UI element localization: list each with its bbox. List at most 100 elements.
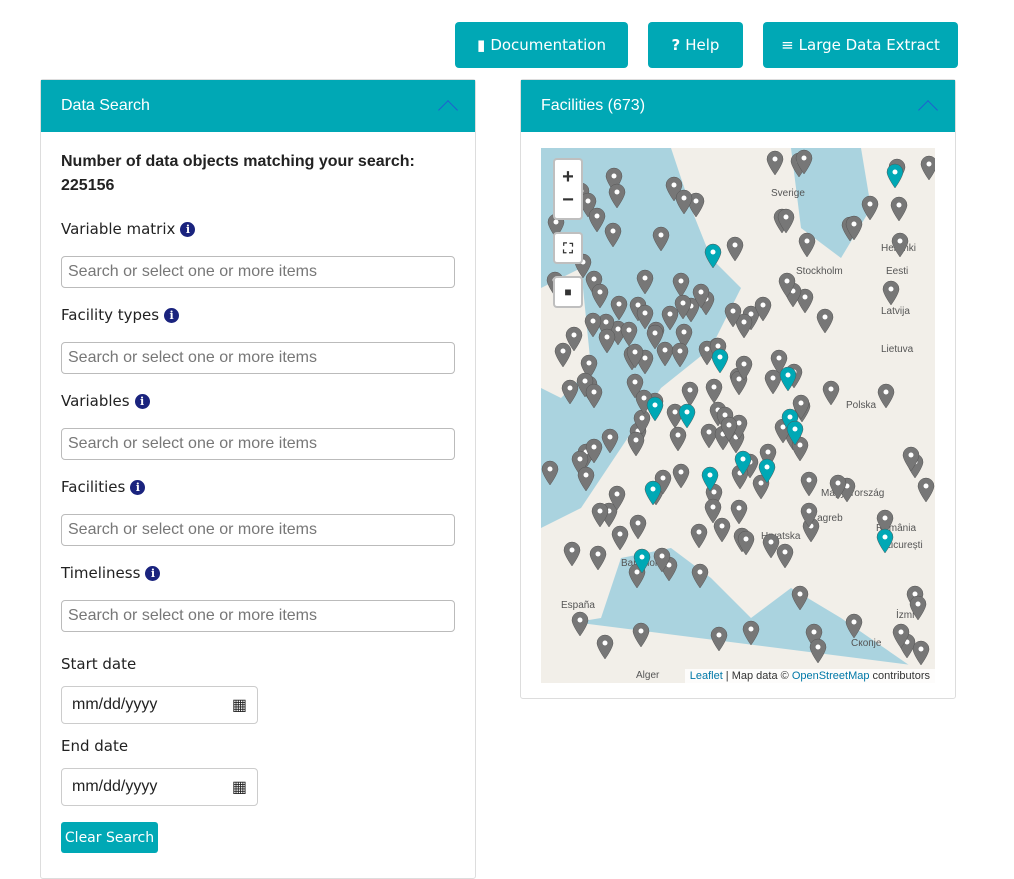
facility-marker[interactable] bbox=[661, 305, 679, 331]
facility-marker[interactable] bbox=[627, 431, 645, 457]
facility-marker[interactable] bbox=[601, 428, 619, 454]
facility-marker[interactable] bbox=[724, 302, 742, 328]
facility-marker[interactable] bbox=[822, 380, 840, 406]
facility-marker-selected[interactable] bbox=[734, 450, 752, 476]
facility-marker[interactable] bbox=[672, 272, 690, 298]
chevron-up-icon[interactable] bbox=[918, 100, 938, 120]
facility-marker[interactable] bbox=[764, 369, 782, 395]
facility-marker[interactable] bbox=[800, 502, 818, 528]
filter-input[interactable]: Search or select one or more items bbox=[61, 256, 455, 288]
facility-marker[interactable] bbox=[737, 530, 755, 556]
filter-input[interactable]: Search or select one or more items bbox=[61, 514, 455, 546]
facility-marker[interactable] bbox=[778, 272, 796, 298]
facility-marker[interactable] bbox=[726, 236, 744, 262]
filter-input[interactable]: Search or select one or more items bbox=[61, 428, 455, 460]
facility-marker[interactable] bbox=[700, 423, 718, 449]
facility-marker[interactable] bbox=[809, 638, 827, 664]
facility-marker-selected[interactable] bbox=[633, 548, 651, 574]
facility-marker[interactable] bbox=[633, 409, 651, 435]
zoom-out-button[interactable]: − bbox=[562, 189, 574, 211]
end-date-input[interactable]: mm/dd/yyyy ▦ bbox=[61, 768, 258, 806]
calendar-icon[interactable]: ▦ bbox=[231, 779, 247, 796]
facility-marker[interactable] bbox=[909, 595, 927, 621]
facility-marker[interactable] bbox=[580, 354, 598, 380]
facility-marker[interactable] bbox=[861, 195, 879, 221]
facility-marker[interactable] bbox=[912, 640, 930, 666]
facility-marker[interactable] bbox=[584, 312, 602, 338]
facility-marker[interactable] bbox=[890, 196, 908, 222]
facility-marker[interactable] bbox=[598, 328, 616, 354]
facility-marker[interactable] bbox=[917, 477, 935, 503]
facility-marker[interactable] bbox=[735, 355, 753, 381]
facility-marker[interactable] bbox=[605, 167, 623, 193]
facility-marker[interactable] bbox=[671, 342, 689, 368]
facility-marker[interactable] bbox=[636, 304, 654, 330]
facility-marker[interactable] bbox=[704, 498, 722, 524]
facility-marker-selected[interactable] bbox=[786, 420, 804, 446]
info-icon[interactable]: i bbox=[164, 307, 180, 323]
panel-header[interactable]: Facilities (673) bbox=[521, 80, 955, 132]
facility-marker[interactable] bbox=[563, 541, 581, 567]
calendar-icon[interactable]: ▦ bbox=[231, 697, 247, 714]
facility-marker[interactable] bbox=[669, 426, 687, 452]
facility-marker-selected[interactable] bbox=[886, 163, 904, 189]
facility-marker[interactable] bbox=[720, 416, 738, 442]
facility-marker[interactable] bbox=[845, 613, 863, 639]
facility-marker[interactable] bbox=[713, 517, 731, 543]
facility-marker-selected[interactable] bbox=[758, 458, 776, 484]
facility-marker[interactable] bbox=[752, 474, 770, 500]
info-icon[interactable]: i bbox=[134, 393, 150, 409]
facility-marker[interactable] bbox=[585, 438, 603, 464]
facility-marker[interactable] bbox=[777, 208, 795, 234]
facility-marker[interactable] bbox=[792, 394, 810, 420]
facility-marker[interactable] bbox=[776, 543, 794, 569]
facility-marker[interactable] bbox=[589, 545, 607, 571]
facility-marker[interactable] bbox=[690, 523, 708, 549]
facility-marker[interactable] bbox=[656, 341, 674, 367]
info-icon[interactable]: i bbox=[180, 221, 196, 237]
facility-marker[interactable] bbox=[795, 149, 813, 175]
facility-marker[interactable] bbox=[754, 296, 772, 322]
facility-marker[interactable] bbox=[762, 533, 780, 559]
facility-marker[interactable] bbox=[710, 626, 728, 652]
facility-marker[interactable] bbox=[565, 326, 583, 352]
facility-marker[interactable] bbox=[585, 383, 603, 409]
facility-marker-selected[interactable] bbox=[704, 243, 722, 269]
leaflet-link[interactable]: Leaflet bbox=[689, 670, 723, 682]
facility-marker[interactable] bbox=[681, 381, 699, 407]
facility-marker[interactable] bbox=[770, 349, 788, 375]
facility-marker[interactable] bbox=[591, 502, 609, 528]
facility-marker[interactable] bbox=[626, 343, 644, 369]
facility-marker[interactable] bbox=[652, 226, 670, 252]
facility-marker[interactable] bbox=[796, 288, 814, 314]
facility-marker[interactable] bbox=[705, 378, 723, 404]
facility-marker[interactable] bbox=[877, 383, 895, 409]
facility-marker[interactable] bbox=[626, 373, 644, 399]
facility-marker-selected[interactable] bbox=[876, 528, 894, 554]
facility-marker[interactable] bbox=[596, 634, 614, 660]
facility-marker-selected[interactable] bbox=[678, 403, 696, 429]
filter-input[interactable]: Search or select one or more items bbox=[61, 600, 455, 632]
panel-header[interactable]: Data Search bbox=[41, 80, 475, 132]
facility-marker-selected[interactable] bbox=[644, 480, 662, 506]
facility-marker[interactable] bbox=[691, 563, 709, 589]
facility-marker[interactable] bbox=[620, 321, 638, 347]
facility-marker[interactable] bbox=[632, 622, 650, 648]
facility-marker[interactable] bbox=[636, 269, 654, 295]
facility-marker[interactable] bbox=[554, 342, 572, 368]
facility-marker[interactable] bbox=[800, 471, 818, 497]
facilities-map[interactable]: SverigeStockholmHelsinkiEestiLatvijaLiet… bbox=[541, 148, 935, 683]
facility-marker[interactable] bbox=[742, 620, 760, 646]
facility-marker[interactable] bbox=[675, 323, 693, 349]
facility-marker[interactable] bbox=[730, 499, 748, 525]
zoom-in-button[interactable]: + bbox=[562, 166, 574, 188]
facility-marker[interactable] bbox=[591, 283, 609, 309]
info-icon[interactable]: i bbox=[145, 565, 161, 581]
facility-marker[interactable] bbox=[735, 313, 753, 339]
facility-marker[interactable] bbox=[766, 150, 784, 176]
clear-search-button[interactable]: Clear Search bbox=[61, 822, 158, 853]
facility-marker[interactable] bbox=[571, 450, 589, 476]
start-date-input[interactable]: mm/dd/yyyy ▦ bbox=[61, 686, 258, 724]
facility-marker[interactable] bbox=[561, 379, 579, 405]
help-button[interactable]: ? Help bbox=[648, 22, 743, 68]
